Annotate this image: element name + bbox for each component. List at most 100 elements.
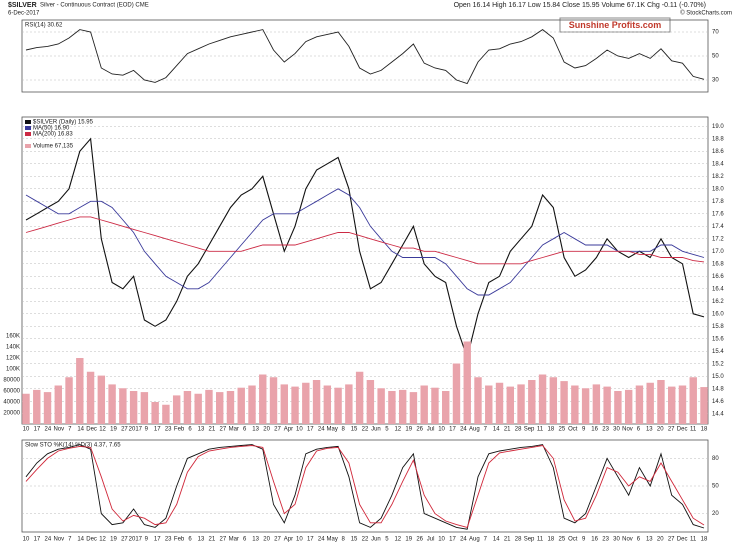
y-tick-label: 18.0 [712,186,724,192]
panel-title: Slow STO %K(14) %D(3) 4.37, 7.65 [25,443,121,449]
volume-bar [129,391,138,424]
y-tick-label: 20000 [3,411,20,417]
x-tick-label: 20 [263,537,270,543]
volume-bar [162,404,170,424]
volume-bar [54,385,62,424]
x-tick-label: 10 [296,537,303,543]
x-tick-label: 14 [493,427,500,433]
volume-bar [431,387,439,424]
y-tick-label: 100K [6,367,20,373]
volume-bar [108,384,116,424]
volume-bar [205,389,213,424]
y-tick-label: 50 [712,484,719,490]
watermark: Sunshine Profits.com [569,20,662,30]
volume-bar [538,374,547,424]
x-tick-label: 13 [646,427,653,433]
volume-bar [97,375,106,424]
x-tick-label: 7 [68,427,72,433]
volume-bar [614,391,622,424]
x-tick-label: 30 [613,537,620,543]
volume-bar [668,386,676,424]
x-tick-label: 16 [591,427,598,433]
volume-bar [259,374,267,424]
x-tick-label: 13 [252,537,259,543]
x-tick-label: Sep [524,537,535,543]
x-tick-label: Dec [677,427,688,433]
volume-bar [140,392,149,424]
volume-bar [420,385,428,424]
x-tick-label: 17 [307,427,314,433]
volume-bar [151,402,159,424]
x-tick-label: 21 [209,537,216,543]
volume-bar [657,380,665,424]
volume-bar [194,393,202,424]
x-tick-label: 24 [460,537,467,543]
x-tick-label: Feb [174,427,185,433]
x-tick-label: Mar [229,537,239,543]
volume-bar [172,395,181,424]
volume-bar [635,385,644,424]
x-tick-label: 7 [484,537,488,543]
volume-bar [549,377,558,424]
volume-bar [571,385,579,424]
x-tick-label: 19 [110,537,117,543]
series-line [25,216,705,265]
y-tick-label: 16.4 [712,286,724,292]
x-tick-label: 20 [263,427,270,433]
volume-bar [646,382,654,424]
y-tick-label: 19.0 [712,124,724,130]
x-tick-label: 27 [121,537,128,543]
x-tick-label: 27 [219,537,226,543]
x-tick-label: 7 [484,427,488,433]
x-tick-label: 18 [548,537,555,543]
x-tick-label: 18 [548,427,555,433]
legend-swatch [25,126,31,130]
y-tick-label: 80 [712,456,719,462]
y-tick-label: 160K [6,334,20,340]
x-tick-label: 20 [657,537,664,543]
volume-bar [603,386,611,424]
x-tick-label: 27 [668,537,675,543]
volume-bar [678,385,687,424]
volume-bar [528,380,536,424]
x-tick-label: 2017 [129,537,143,543]
x-tick-label: 8 [341,427,345,433]
y-tick-label: 16.2 [712,299,724,305]
y-tick-label: 14.4 [712,411,724,417]
legend-label: MA(200) 16.83 [33,132,73,138]
volume-bar [485,385,493,424]
quote: Open 16.14 High 16.17 Low 15.84 Close 15… [454,2,706,9]
x-tick-label: 17 [307,537,314,543]
volume-bar [345,384,353,424]
x-tick-label: Dec [677,537,688,543]
volume-bar [409,392,418,424]
x-tick-label: Nov [622,537,633,543]
x-tick-label: 24 [460,427,467,433]
x-tick-label: 18 [701,537,708,543]
volume-bar [506,386,514,424]
x-tick-label: Nov [53,537,64,543]
y-tick-label: 40000 [3,400,20,406]
y-tick-label: 80000 [3,378,20,384]
volume-bar [183,391,192,424]
y-tick-label: 18.8 [712,136,724,142]
x-tick-label: 6 [637,427,641,433]
x-tick-label: 23 [165,537,172,543]
y-tick-label: 15.8 [712,324,724,330]
volume-bar [452,363,461,424]
x-tick-label: 15 [351,537,358,543]
x-tick-label: Jul [427,537,435,543]
x-tick-label: 28 [515,427,522,433]
x-tick-label: 5 [385,427,389,433]
x-tick-label: Oct [568,427,578,433]
panel-title: RSI(14) 30.62 [25,23,63,29]
x-tick-label: Aug [469,537,480,543]
x-tick-label: Sep [524,427,535,433]
volume-bar [560,381,568,424]
x-tick-label: 13 [198,427,205,433]
y-tick-label: 140K [6,345,20,351]
x-tick-label: 23 [165,427,172,433]
x-tick-label: 13 [252,427,259,433]
x-tick-label: Oct [568,537,578,543]
x-tick-label: 9 [582,537,586,543]
